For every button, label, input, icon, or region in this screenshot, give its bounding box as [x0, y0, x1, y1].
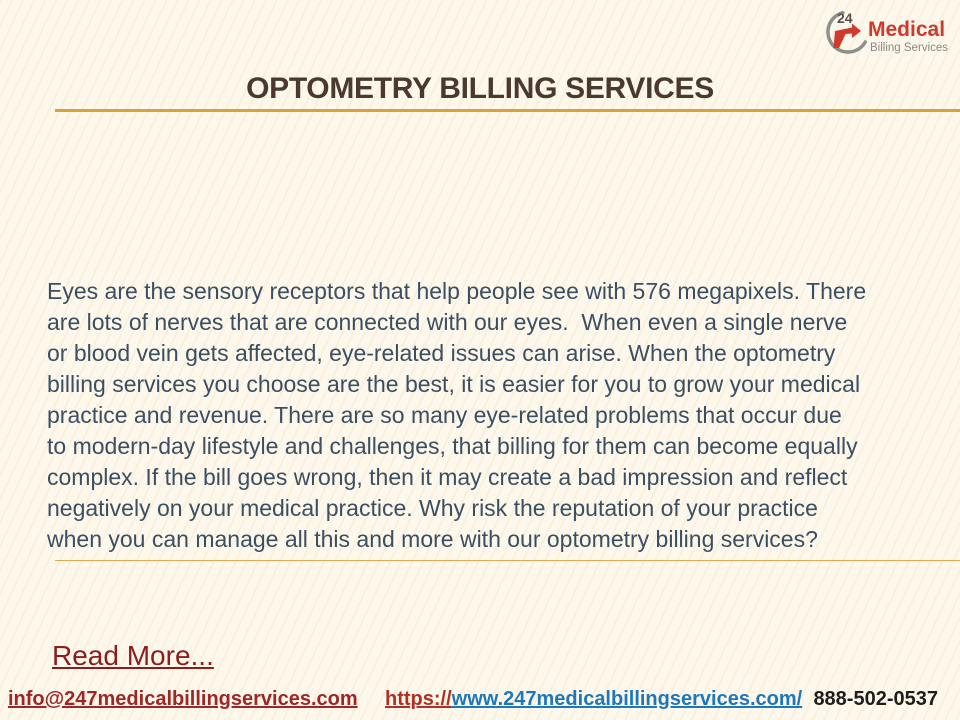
footer-website-link[interactable]: https://www.247medicalbillingservices.co… [385, 688, 802, 711]
body-line: complex. If the bill goes wrong, then it… [47, 464, 848, 490]
logo-brand-text: Medical [868, 18, 945, 41]
footer: info@247medicalbillingservices.com https… [0, 688, 960, 714]
body-line: when you can manage all this and more wi… [47, 526, 818, 552]
body-line: negatively on your medical practice. Why… [47, 495, 818, 521]
logo-graphic: 24 Medical Billing Services [826, 10, 948, 54]
logo-tagline-text: Billing Services [870, 42, 948, 54]
footer-email-link[interactable]: info@247medicalbillingservices.com [8, 688, 358, 710]
logo-number-24: 24 [837, 10, 853, 26]
body-line: practice and revenue. There are so many … [47, 402, 842, 428]
title-underline-rule [55, 109, 960, 112]
footer-phone-number: 888-502-0537 [813, 688, 938, 710]
logo-arc [826, 10, 868, 54]
paragraph-underline-rule [55, 560, 960, 561]
body-line: Eyes are the sensory receptors that help… [47, 278, 867, 304]
body-line: or blood vein gets affected, eye-related… [47, 340, 836, 366]
body-paragraph: Eyes are the sensory receptors that help… [47, 276, 927, 555]
page-title: OPTOMETRY BILLING SERVICES [246, 72, 714, 105]
company-logo: 24 Medical Billing Services [824, 6, 952, 58]
body-line: billing services you choose are the best… [47, 371, 861, 397]
footer-url-rest: www.247medicalbillingservices.com/ [451, 688, 803, 710]
read-more-link[interactable]: Read More... [52, 640, 214, 671]
footer-url-scheme: https:// [385, 688, 452, 710]
body-line: to modern-day lifestyle and challenges, … [47, 433, 858, 459]
body-line: are lots of nerves that are connected wi… [47, 309, 848, 335]
logo-seven-arrow-icon [833, 23, 861, 48]
